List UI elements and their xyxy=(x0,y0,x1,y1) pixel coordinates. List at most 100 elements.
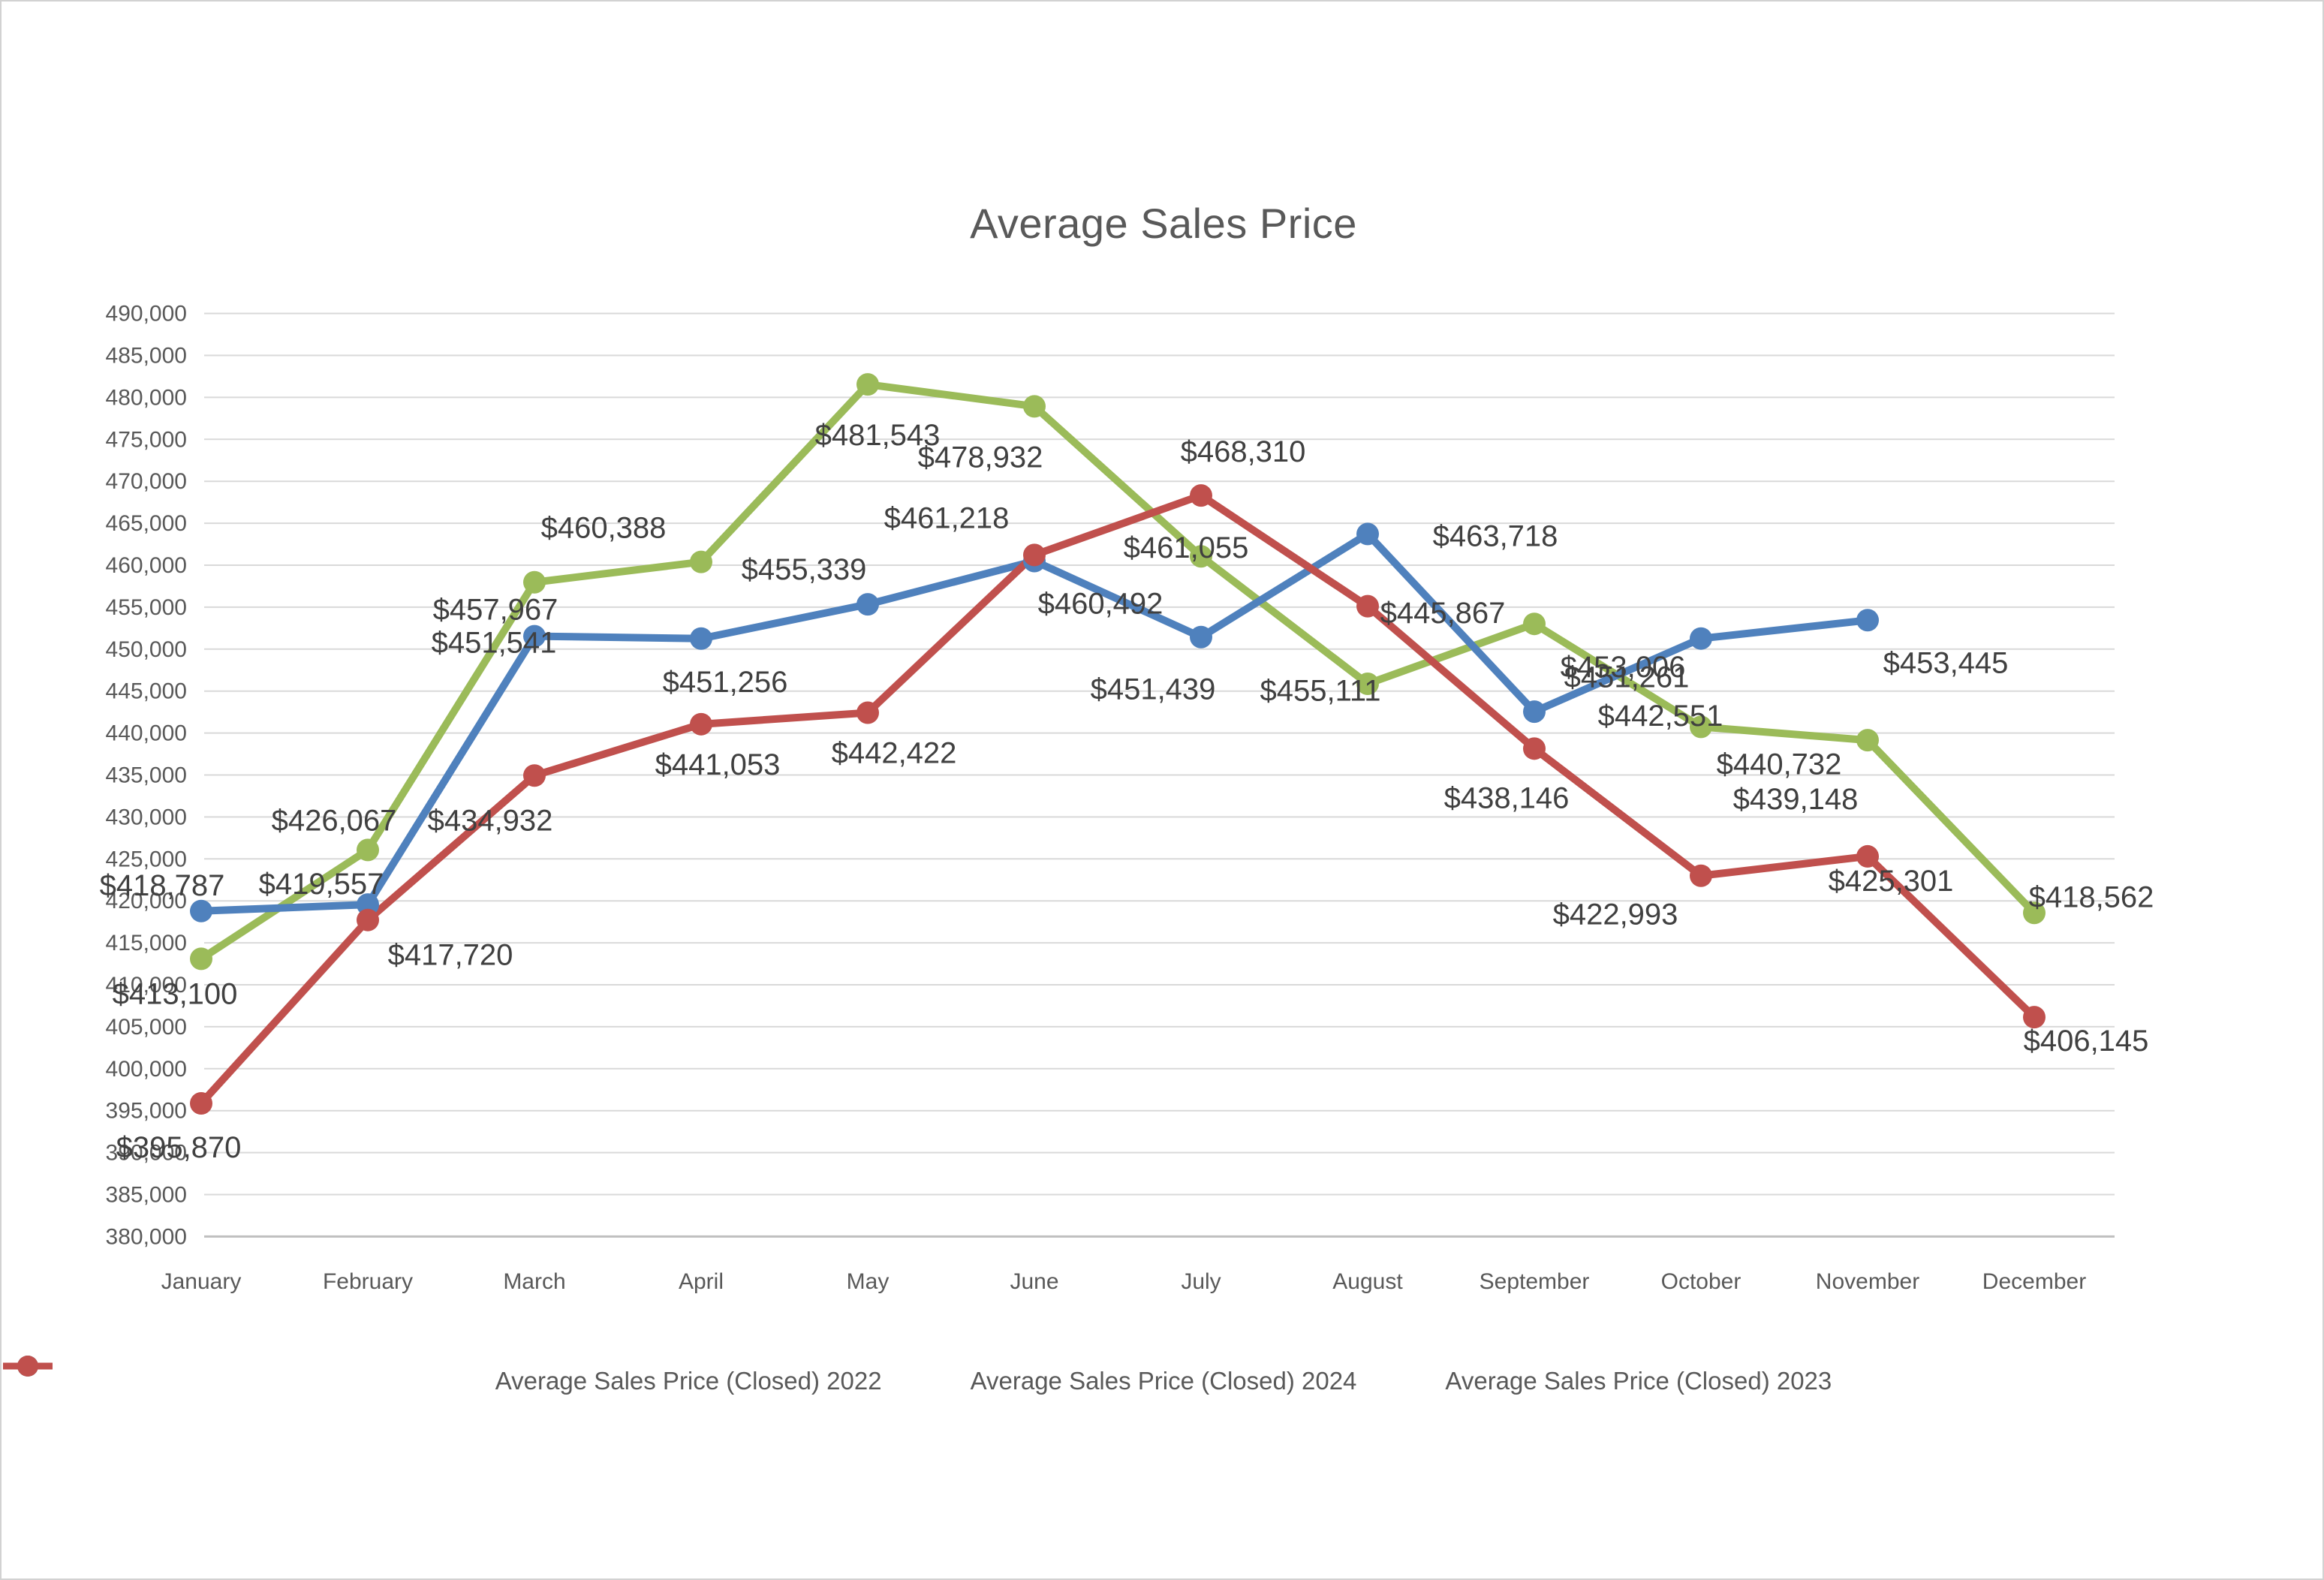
x-axis-label: August xyxy=(1332,1269,1403,1294)
data-label: $442,551 xyxy=(1598,700,1723,733)
series-line xyxy=(197,492,2038,1107)
data-label: $451,261 xyxy=(1564,661,1690,694)
data-point xyxy=(1190,484,1212,507)
y-axis-tick-label: 460,000 xyxy=(106,553,187,578)
data-point xyxy=(357,838,379,862)
y-axis-tick-label: 420,000 xyxy=(106,889,187,913)
data-point xyxy=(1523,737,1546,760)
data-label: $442,422 xyxy=(832,737,957,770)
data-point xyxy=(357,893,379,916)
data-label: $422,993 xyxy=(1553,898,1678,931)
y-axis-tick-label: 465,000 xyxy=(106,511,187,536)
data-label: $418,562 xyxy=(2029,880,2154,913)
data-label: $461,218 xyxy=(884,501,1010,534)
data-point xyxy=(190,947,212,971)
x-axis-label: September xyxy=(1480,1269,1590,1294)
legend-item-2024: Average Sales Price (Closed) 2024 xyxy=(3,1356,1357,1395)
data-point xyxy=(190,899,212,922)
data-label: $438,146 xyxy=(1444,781,1570,814)
y-axis-tick-label: 450,000 xyxy=(106,637,187,662)
data-label: $434,932 xyxy=(428,804,553,837)
data-point xyxy=(1190,545,1212,568)
legend-label-2022: Average Sales Price (Closed) 2022 xyxy=(495,1367,882,1395)
data-point xyxy=(1190,625,1212,649)
y-axis-tick-label: 410,000 xyxy=(106,973,187,998)
data-label: $413,100 xyxy=(113,977,238,1010)
data-point xyxy=(1356,673,1379,696)
data-point xyxy=(2023,1006,2046,1029)
x-axis-label: July xyxy=(1181,1269,1221,1294)
data-label: $453,445 xyxy=(1883,646,2009,679)
y-axis-tick-label: 385,000 xyxy=(106,1183,187,1208)
data-point xyxy=(690,627,712,650)
data-point xyxy=(690,550,712,573)
data-label: $439,148 xyxy=(1733,783,1859,816)
y-axis-tick-label: 455,000 xyxy=(106,595,187,620)
y-axis-tick-label: 425,000 xyxy=(106,847,187,871)
data-point xyxy=(1356,594,1379,618)
y-axis-tick-label: 395,000 xyxy=(106,1099,187,1124)
data-label: $419,557 xyxy=(259,868,384,901)
data-point xyxy=(357,908,379,931)
data-label: $418,787 xyxy=(100,869,225,902)
x-axis-label: December xyxy=(1982,1269,2086,1294)
data-point xyxy=(1856,844,1879,868)
data-point xyxy=(1023,543,1046,567)
data-point xyxy=(1690,715,1712,739)
data-point xyxy=(856,373,879,396)
data-label: $461,055 xyxy=(1124,531,1249,564)
x-axis-label: January xyxy=(161,1269,242,1294)
data-point xyxy=(1690,864,1712,887)
data-label: $445,867 xyxy=(1380,597,1506,630)
data-point xyxy=(2023,901,2046,925)
x-axis-label: March xyxy=(503,1269,565,1294)
legend: Average Sales Price (Closed) 2022 Averag… xyxy=(2,1353,2322,1410)
y-axis-tick-label: 490,000 xyxy=(106,302,187,327)
legend-label-2024: Average Sales Price (Closed) 2024 xyxy=(970,1367,1357,1395)
y-axis-tick-label: 485,000 xyxy=(106,344,187,369)
y-axis-tick-label: 445,000 xyxy=(106,679,187,704)
data-label: $395,870 xyxy=(116,1131,242,1164)
data-point xyxy=(523,570,546,594)
y-axis-tick-label: 430,000 xyxy=(106,805,187,829)
y-axis-tick-label: 390,000 xyxy=(106,1141,187,1166)
data-label: $468,310 xyxy=(1181,435,1306,468)
x-axis-label: April xyxy=(679,1269,724,1294)
y-axis-tick-label: 480,000 xyxy=(106,385,187,410)
x-axis-label: February xyxy=(323,1269,413,1294)
data-point xyxy=(1523,700,1546,724)
data-label: $453,006 xyxy=(1561,651,1686,684)
data-point xyxy=(1690,627,1712,650)
y-axis-tick-label: 415,000 xyxy=(106,931,187,956)
legend-item-2022: Average Sales Price (Closed) 2022 xyxy=(3,1356,882,1395)
y-axis-tick-label: 400,000 xyxy=(106,1057,187,1082)
data-point xyxy=(1356,522,1379,546)
y-axis-tick-label: 405,000 xyxy=(106,1015,187,1040)
data-label: $481,543 xyxy=(815,419,941,452)
data-label: $457,967 xyxy=(433,594,558,627)
y-axis-tick-label: 440,000 xyxy=(106,721,187,746)
data-point xyxy=(856,593,879,616)
data-label: $455,111 xyxy=(1260,675,1381,708)
data-label: $455,339 xyxy=(742,553,867,586)
x-axis-label: May xyxy=(847,1269,890,1294)
data-label: $460,492 xyxy=(1038,587,1164,620)
x-axis-label: June xyxy=(1010,1269,1058,1294)
series-line xyxy=(197,381,2038,963)
data-label: $463,718 xyxy=(1433,519,1558,552)
y-axis-tick-label: 435,000 xyxy=(106,763,187,788)
x-axis-label: October xyxy=(1661,1269,1741,1294)
data-point xyxy=(1523,612,1546,636)
y-axis-tick-label: 470,000 xyxy=(106,469,187,494)
data-label: $460,388 xyxy=(541,512,667,545)
data-label: $426,067 xyxy=(272,804,397,837)
legend-item-2023: Average Sales Price (Closed) 2023 xyxy=(3,1356,1832,1395)
chart-title: Average Sales Price xyxy=(970,200,1357,247)
data-label: $478,932 xyxy=(918,441,1043,474)
data-point xyxy=(190,1091,212,1115)
data-label: $441,053 xyxy=(655,748,781,781)
legend-label-2023: Average Sales Price (Closed) 2023 xyxy=(1445,1367,1832,1395)
data-point xyxy=(1023,395,1046,418)
